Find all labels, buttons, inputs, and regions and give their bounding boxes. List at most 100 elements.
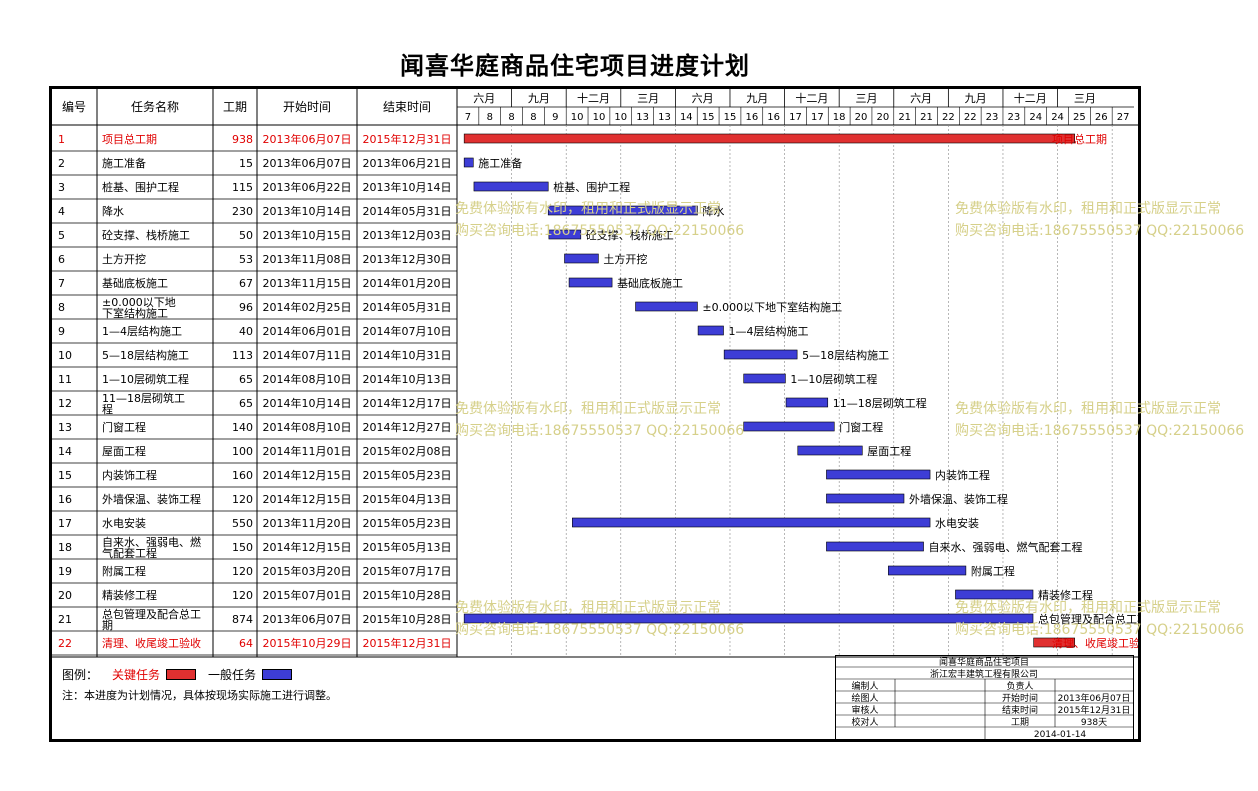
bar-label: 内装饰工程: [935, 468, 990, 482]
task-start: 2014年06月01日: [263, 324, 352, 338]
gantt-bar: [697, 325, 724, 336]
gantt-bar: [564, 253, 599, 264]
task-end: 2013年12月03日: [363, 228, 452, 242]
bar-label: 水电安装: [935, 516, 979, 530]
watermark: 免费体验版有水印，租用和正式版显示正常 购买咨询电话:18675550537 QQ…: [455, 401, 745, 439]
week-label: 16: [745, 112, 758, 123]
gantt-bar: [568, 277, 613, 288]
task-start: 2014年07月11日: [263, 348, 352, 362]
month-label: 十二月: [577, 91, 610, 105]
task-start: 2013年06月07日: [263, 612, 352, 626]
week-label: 21: [898, 112, 911, 123]
signoff-cell: 2013年06月07日: [1058, 692, 1131, 704]
task-duration: 160: [232, 469, 253, 482]
gantt-bar: [463, 157, 474, 168]
task-id: 10: [58, 349, 72, 362]
task-end: 2015年12月31日: [363, 636, 452, 650]
task-start: 2014年08月10日: [263, 372, 352, 386]
task-duration: 65: [239, 397, 253, 410]
signoff-project: 闻喜华庭商品住宅项目: [939, 656, 1029, 668]
task-end: 2015年04月13日: [363, 492, 452, 506]
gantt-bar: [572, 517, 931, 528]
task-end: 2014年05月31日: [363, 300, 452, 314]
chart-title: 闻喜华庭商品住宅项目进度计划: [400, 51, 750, 80]
gantt-bar: [826, 541, 924, 552]
task-start: 2013年10月14日: [263, 204, 352, 218]
task-name: 施工准备: [102, 156, 146, 170]
task-name: 水电安装: [102, 516, 146, 530]
bar-label: 5—18层结构施工: [802, 348, 889, 362]
week-label: 22: [964, 112, 977, 123]
gantt-bar: [1033, 637, 1076, 648]
task-duration: 40: [239, 325, 253, 338]
signoff-date: 2014-01-14: [1034, 730, 1087, 740]
task-duration: 64: [239, 637, 253, 650]
task-duration: 15: [239, 157, 253, 170]
gantt-bar: [723, 349, 798, 360]
gantt-bar: [548, 229, 582, 240]
week-label: 27: [1117, 112, 1130, 123]
task-name: 附属工程: [102, 564, 146, 578]
week-label: 17: [789, 112, 802, 123]
gantt-bar: [826, 469, 931, 480]
task-duration: 938: [232, 133, 253, 146]
task-duration: 65: [239, 373, 253, 386]
week-label: 25: [1073, 112, 1086, 123]
task-name: 清理、收尾竣工验收: [102, 636, 201, 650]
gantt-bar: [743, 421, 835, 432]
task-name: 桩基、围护工程: [102, 180, 179, 194]
task-name: 外墙保温、装饰工程: [102, 492, 201, 506]
task-id: 3: [58, 181, 65, 194]
bar-label: 附属工程: [971, 564, 1015, 578]
task-name: 精装修工程: [102, 588, 157, 602]
bar-label: ±0.000以下地下室结构施工: [702, 300, 842, 314]
task-end: 2013年12月30日: [363, 252, 452, 266]
task-end: 2015年10月28日: [363, 612, 452, 626]
week-label: 18: [833, 112, 846, 123]
task-id: 8: [58, 301, 65, 314]
task-id: 15: [58, 469, 72, 482]
week-label: 7: [465, 112, 471, 123]
gantt-bar: [463, 133, 1076, 144]
gantt-bar: [785, 397, 829, 408]
task-duration: 100: [232, 445, 253, 458]
gantt-bar: [888, 565, 967, 576]
signoff-cell: 负责人: [1006, 680, 1033, 692]
column-header: 编号: [62, 99, 86, 114]
task-end: 2015年02月08日: [363, 444, 452, 458]
signoff-cell: 审核人: [851, 704, 878, 716]
task-end: 2015年10月28日: [363, 588, 452, 602]
legend-normal-label: 一般任务: [208, 667, 257, 682]
task-start: 2014年08月10日: [263, 420, 352, 434]
bar-label: 砼支撑、栈桥施工: [586, 228, 674, 242]
column-header: 结束时间: [383, 100, 431, 114]
signoff-cell: 编制人: [851, 680, 878, 692]
bar-label: 总包管理及配合总工期: [1038, 612, 1138, 626]
task-start: 2014年12月15日: [263, 468, 352, 482]
bar-label: 屋面工程: [867, 445, 911, 458]
task-name: 砼支撑、栈桥施工: [102, 228, 190, 242]
task-id: 16: [58, 493, 72, 506]
month-label: 十二月: [1014, 91, 1047, 105]
task-start: 2013年11月08日: [263, 252, 352, 266]
week-label: 13: [636, 112, 649, 123]
month-label: 九月: [746, 92, 768, 105]
watermark: 免费体验版有水印，租用和正式版显示正常 购买咨询电话:18675550537 QQ…: [955, 201, 1245, 239]
week-label: 8: [530, 112, 536, 123]
month-label: 六月: [473, 92, 495, 105]
task-id: 5: [58, 229, 65, 242]
week-label: 21: [920, 112, 933, 123]
week-label: 23: [986, 112, 999, 123]
task-duration: 140: [232, 421, 253, 434]
week-label: 23: [1008, 112, 1021, 123]
week-label: 13: [658, 112, 671, 123]
task-start: 2013年11月20日: [263, 516, 352, 530]
task-id: 20: [58, 589, 72, 602]
task-id: 9: [58, 325, 65, 338]
week-label: 10: [571, 112, 584, 123]
week-label: 8: [508, 112, 514, 123]
task-end: 2015年07月17日: [363, 564, 452, 578]
task-id: 17: [58, 517, 72, 530]
month-label: 三月: [637, 92, 659, 105]
task-end: 2015年12月31日: [363, 132, 452, 146]
